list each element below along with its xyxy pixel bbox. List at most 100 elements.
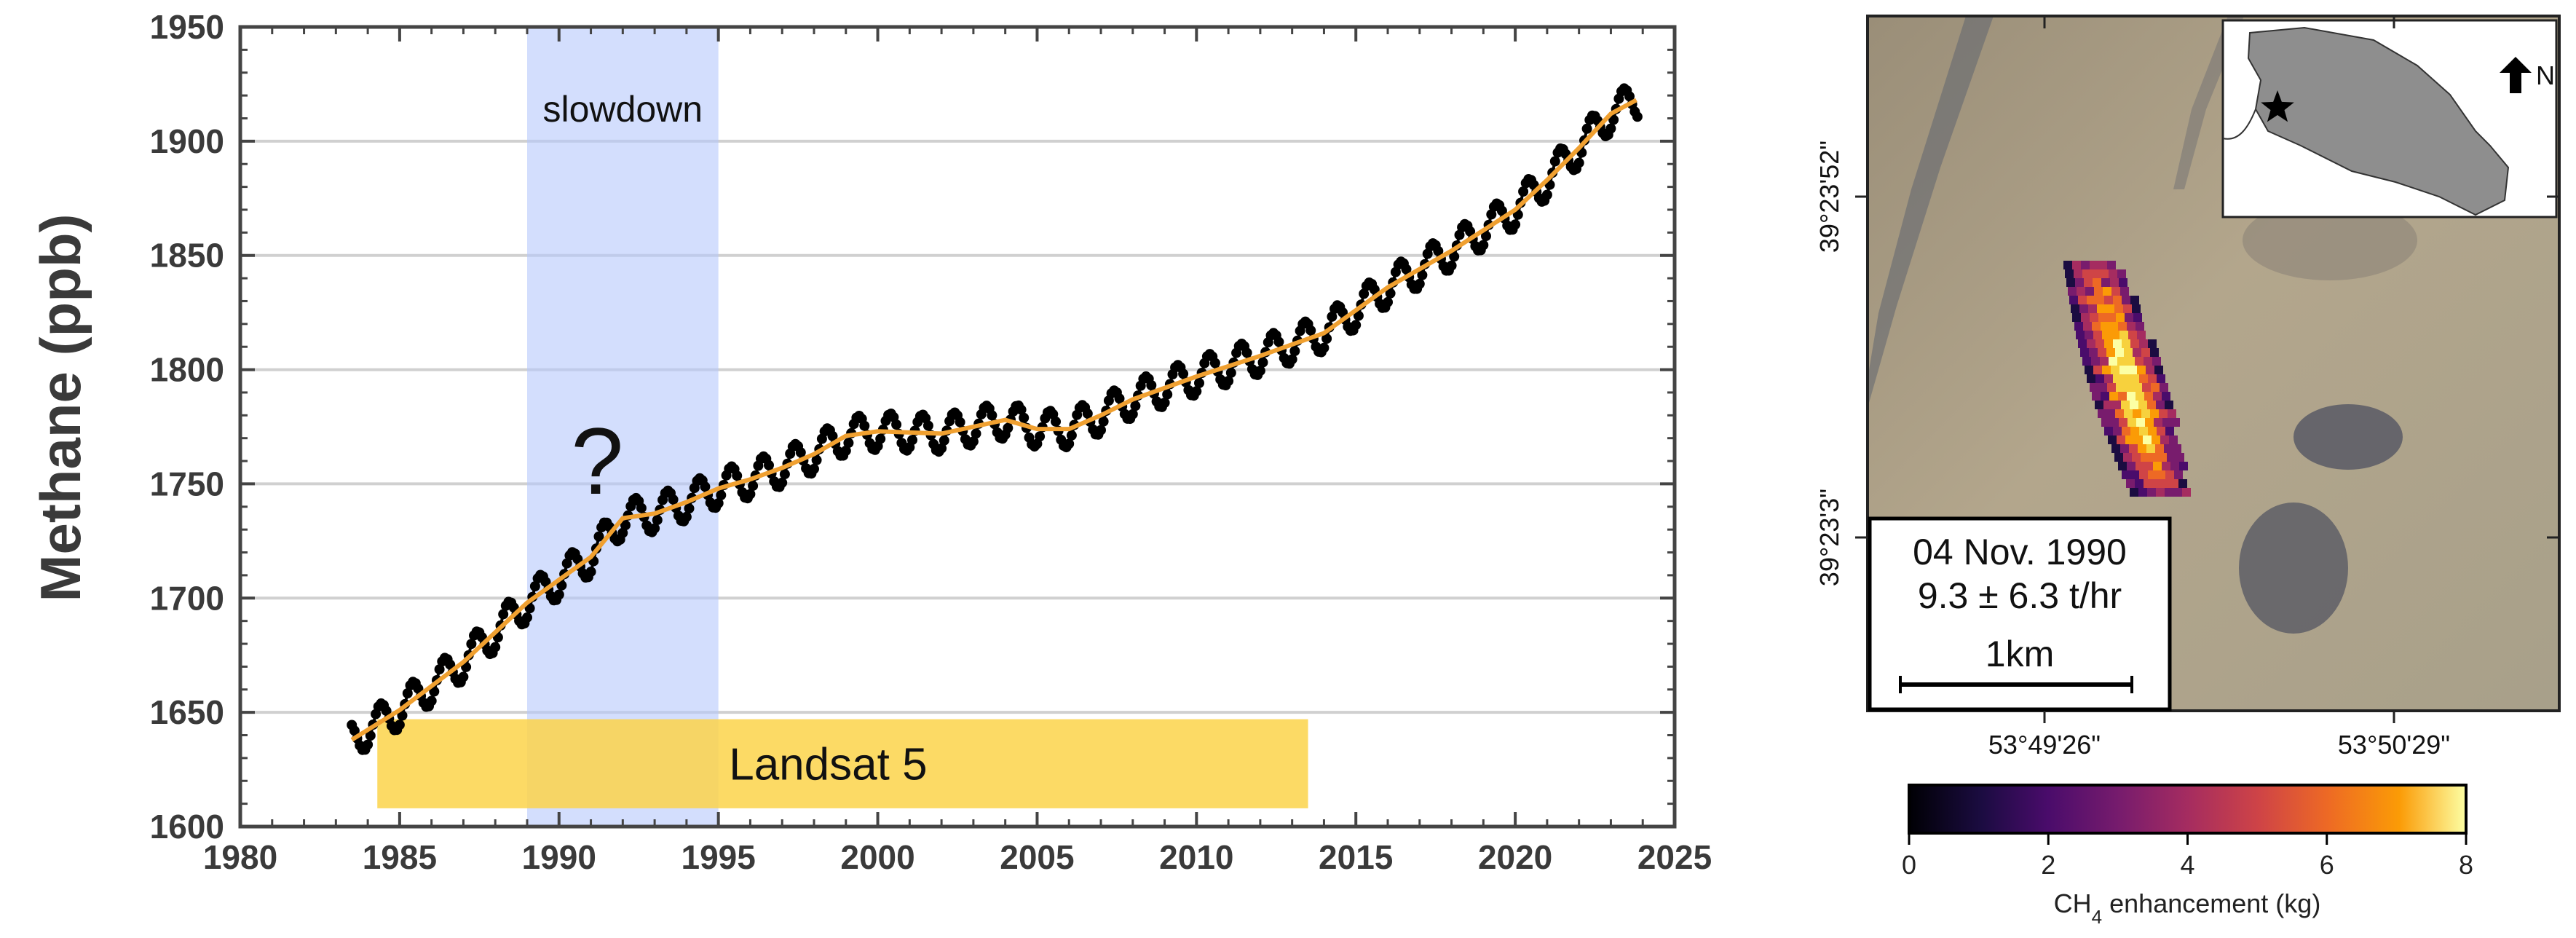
plume-pixel: [2136, 322, 2144, 331]
colorbar-tick-label-2: 2: [2041, 850, 2055, 880]
plume-pixel: [2109, 392, 2118, 401]
plume-pixel: [2124, 409, 2133, 418]
plume-pixel: [2101, 322, 2109, 331]
plume-pixel: [2103, 401, 2112, 409]
plume-pixel: [2170, 479, 2178, 488]
plume-pixel: [2154, 418, 2162, 427]
plume-pixel: [2107, 383, 2116, 392]
trend-line: [350, 98, 1637, 742]
methane-chart: 1980 1985 1990 1995 2000 2005 2010 2015 2020 2025…: [28, 8, 1712, 876]
plume-pixel: [2095, 401, 2103, 409]
plume-pixel: [2119, 366, 2128, 374]
plume-pixel: [2093, 278, 2101, 287]
plume-pixel: [2135, 357, 2144, 366]
plume-pixel: [2167, 453, 2176, 462]
plume-pixel: [2141, 453, 2149, 462]
plume-pixel: [2160, 436, 2169, 444]
longitude-label-1: 53°49'26": [1988, 730, 2101, 760]
location-star-icon: [2261, 90, 2294, 122]
plume-pixel: [2091, 357, 2100, 366]
plume-pixel: [2136, 462, 2144, 470]
plume-pixel: [2110, 278, 2119, 287]
plume-pixel: [2098, 348, 2106, 357]
plume-pixel: [2165, 427, 2174, 436]
plume-pixel: [2121, 401, 2130, 409]
plume-pixel: [2091, 269, 2100, 278]
plume-pixel: [2075, 278, 2084, 287]
plume-pixel: [2066, 278, 2075, 287]
plume-pixel: [2109, 269, 2117, 278]
plume-pixel: [2130, 470, 2139, 479]
plume-pixel: [2136, 418, 2145, 427]
colorbar-label: CH4 enhancement (kg): [2054, 888, 2321, 928]
plume-pixel: [2094, 287, 2103, 296]
plume-pixel: [2087, 374, 2095, 383]
x-tick-label-1990: 1990: [522, 838, 596, 876]
plume-pixel: [2137, 331, 2146, 339]
plume-pixel: [2153, 392, 2162, 401]
plume-pixel: [2095, 374, 2104, 383]
plume-pixel: [2116, 383, 2125, 392]
plume-pixel: [2087, 296, 2095, 304]
plume-pixel: [2150, 348, 2159, 357]
x-tick-label-2000: 2000: [840, 838, 914, 876]
map-frame: [1866, 15, 2561, 712]
x-tick-label-2025: 2025: [1637, 838, 1712, 876]
plume-pixel: [2127, 392, 2136, 401]
plume-pixel: [2156, 488, 2165, 497]
plume-pixel: [2138, 444, 2146, 453]
plume-pixel: [2082, 269, 2091, 278]
plume-pixel: [2115, 348, 2124, 357]
plume-pixel: [2071, 304, 2079, 313]
y-tick-label-1800: 1800: [150, 351, 224, 389]
plume-pixel: [2115, 409, 2124, 418]
plume-pixel: [2182, 488, 2191, 497]
plume-pixel: [2148, 427, 2157, 436]
plume-pixel: [2084, 278, 2093, 287]
plume-pixel: [2074, 322, 2083, 331]
plume-pixel: [2116, 313, 2125, 322]
plume-pixel: [2111, 366, 2119, 374]
plume-pixel: [2118, 392, 2127, 401]
plume-pixel: [2117, 436, 2125, 444]
plume-pixel: [2090, 313, 2098, 322]
plume-pixel: [2149, 453, 2158, 462]
plume-pixel: [2074, 269, 2082, 278]
plume-pixel: [2157, 470, 2165, 479]
x-tick-label-1995: 1995: [681, 838, 755, 876]
plume-pixel: [2111, 287, 2120, 296]
plume-pixel: [2108, 436, 2117, 444]
plume-pixel: [2145, 418, 2154, 427]
plume-pixel: [2173, 444, 2181, 453]
plume-pixel: [2123, 453, 2132, 462]
x-tick-label-2010: 2010: [1159, 838, 1233, 876]
plume-pixel: [2179, 462, 2188, 470]
plume-pixel: [2081, 261, 2090, 269]
colorbar-gradient: [1908, 784, 2468, 835]
plume-pixel: [2125, 383, 2133, 392]
colorbar-ticks: 0 2 4 6 8: [1902, 833, 2473, 880]
y-tick-label-1900: 1900: [150, 122, 224, 160]
plume-pixel: [2135, 479, 2144, 488]
plume-pixel: [2090, 261, 2098, 269]
plume-pixel: [2076, 331, 2085, 339]
plume-pixel: [2101, 418, 2110, 427]
plume-pixel: [2170, 462, 2179, 470]
plume-pixel: [2080, 348, 2089, 357]
plume-pixel: [2173, 488, 2182, 497]
plume-pixel: [2090, 383, 2098, 392]
plume-pixel: [2117, 357, 2126, 366]
coastline: [2222, 109, 2256, 140]
plume-pixel: [2130, 488, 2138, 497]
plume-pixel: [2085, 331, 2093, 339]
plume-pixel: [2127, 322, 2136, 331]
plume-pixel: [2127, 418, 2136, 427]
plume-pixel: [2134, 436, 2143, 444]
plume-pixel: [2082, 357, 2091, 366]
plume-pixel: [2141, 348, 2150, 357]
landsat-5-label: Landsat 5: [729, 740, 927, 790]
y-tick-label-1700: 1700: [150, 579, 224, 617]
plume-pixel: [2138, 488, 2147, 497]
colorbar-tick-label-8: 8: [2459, 850, 2473, 880]
y-tick-label-1600: 1600: [150, 808, 224, 846]
